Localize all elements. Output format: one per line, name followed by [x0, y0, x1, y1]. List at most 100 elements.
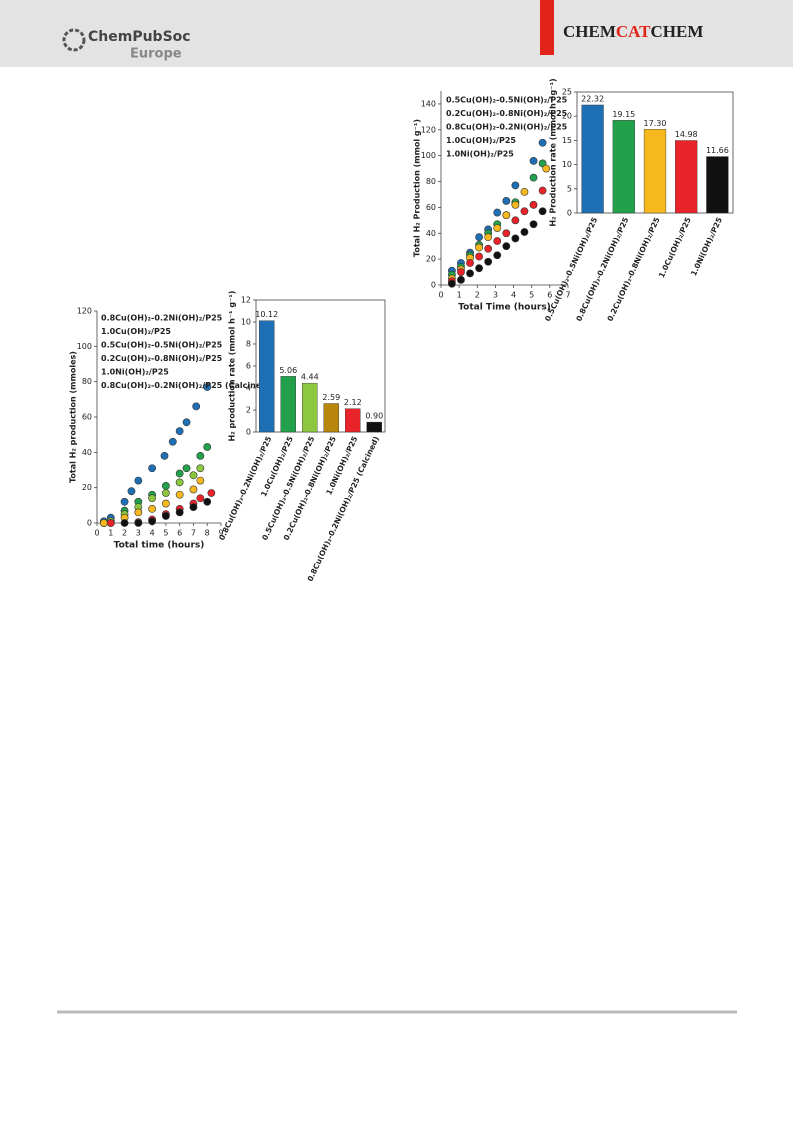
data-point	[175, 508, 184, 517]
data-point	[493, 224, 502, 232]
data-point	[127, 487, 136, 496]
data-point	[189, 471, 198, 480]
data-point	[134, 476, 143, 485]
data-point	[196, 464, 205, 473]
data-point	[175, 478, 184, 487]
data-point	[182, 464, 191, 473]
data-point	[538, 186, 547, 195]
y-axis-title: Total H₂ production (mmoles)	[69, 351, 78, 483]
header-band	[0, 0, 793, 67]
data-point	[502, 229, 511, 238]
y-tick-label: 0	[246, 428, 251, 437]
legend-entry: 0.8Cu(OH)₂-0.2Ni(OH)₂/P25 (Calcined)	[101, 381, 271, 390]
data-point	[182, 418, 191, 427]
data-point	[493, 237, 502, 245]
data-point	[134, 508, 143, 517]
data-point	[542, 164, 551, 173]
legend-entry: 0.8Cu(OH)₂-0.2Ni(OH)₂/P25	[101, 314, 223, 323]
bar-value-label: 10.12	[255, 310, 278, 319]
data-point	[203, 443, 212, 451]
data-point	[447, 279, 456, 288]
y-tick-label: 80	[426, 177, 436, 186]
bar	[675, 140, 698, 214]
x-tick-label: 5	[163, 529, 168, 538]
logo-icon	[62, 28, 86, 52]
data-point	[538, 207, 547, 216]
data-point	[520, 228, 529, 236]
x-tick-label: 3	[493, 291, 498, 300]
category-label: 1.0Cu(OH)₂/P25	[657, 216, 693, 279]
bar	[280, 376, 296, 433]
bar	[323, 403, 339, 433]
data-point	[175, 490, 184, 499]
bar	[366, 421, 382, 433]
data-point	[161, 481, 170, 490]
data-point	[529, 173, 538, 182]
data-point	[196, 476, 205, 485]
journal-bar	[540, 0, 554, 55]
data-point	[196, 451, 205, 460]
data-point	[484, 257, 493, 266]
x-tick-label: 6	[177, 529, 182, 538]
y-tick-label: 60	[426, 203, 436, 212]
bar	[612, 120, 635, 214]
x-axis-title: Total Time (hours)	[458, 303, 551, 313]
legend-entry: 0.5Cu(OH)₂-0.5Ni(OH)₂/P25	[101, 341, 223, 350]
legend-entry: 1.0Cu(OH)₂/P25	[101, 327, 171, 336]
data-point	[203, 497, 212, 506]
legend-entry: 1.0Ni(OH)₂/P25	[446, 150, 514, 159]
data-point	[502, 197, 511, 205]
x-tick-label: 2	[475, 291, 480, 300]
x-tick-label: 9	[218, 529, 223, 538]
data-point	[502, 211, 511, 220]
bar	[259, 320, 275, 433]
x-tick-label: 1	[457, 291, 462, 300]
publisher-sub: Europe	[130, 47, 182, 62]
y-tick-label: 60	[82, 413, 92, 422]
data-point	[457, 275, 465, 284]
data-point	[203, 383, 212, 391]
data-point	[493, 208, 502, 217]
legend-entry: 0.8Cu(OH)₂-0.2Ni(OH)₂/P25	[446, 123, 568, 132]
y-tick-label: 2	[246, 406, 251, 415]
data-point	[161, 512, 170, 520]
y-tick-label: 8	[246, 340, 251, 349]
bar	[706, 156, 729, 214]
y-tick-label: 12	[241, 296, 251, 305]
data-point	[168, 437, 177, 446]
data-point	[189, 503, 198, 511]
bar-value-label: 4.44	[301, 373, 319, 382]
y-tick-label: 120	[421, 125, 436, 134]
legend-entry: 1.0Cu(OH)₂/P25	[446, 136, 516, 145]
data-point	[189, 485, 198, 494]
data-point	[175, 427, 184, 436]
y-axis-title: H₂ Production rate (mmol h⁻¹g⁻¹)	[549, 78, 558, 226]
x-tick-label: 5	[529, 291, 534, 300]
category-label: 1.0Ni(OH)₂/P25	[689, 216, 724, 277]
x-tick-label: 0	[94, 529, 99, 538]
y-tick-label: 40	[426, 229, 436, 238]
bar-value-label: 2.12	[344, 398, 362, 407]
data-point	[457, 268, 465, 276]
bar-value-label: 11.66	[706, 146, 729, 155]
bar-value-label: 22.32	[581, 94, 604, 103]
bar	[345, 408, 361, 433]
x-tick-label: 8	[205, 529, 210, 538]
journal-part: CAT	[616, 22, 651, 41]
data-point	[161, 489, 170, 497]
legend-entry: 1.0Ni(OH)₂/P25	[101, 368, 169, 377]
y-tick-label: 25	[562, 88, 572, 97]
data-point	[148, 494, 157, 503]
bar	[643, 129, 667, 214]
y-axis-title: H₂ production rate (mmol h⁻¹ g⁻¹)	[228, 291, 237, 442]
y-tick-label: 10	[241, 318, 251, 327]
legend-entry: 0.5Cu(OH)₂-0.5Ni(OH)₂/P25	[446, 96, 568, 105]
y-axis-title: Total H₂ Production (mmol g⁻¹)	[413, 119, 422, 257]
data-point	[134, 519, 143, 527]
legend-entry: 0.2Cu(OH)₂-0.8Ni(OH)₂/P25	[101, 354, 223, 363]
data-point	[511, 234, 520, 243]
data-point	[511, 200, 520, 209]
y-tick-label: 40	[82, 448, 92, 457]
bar-value-label: 14.98	[675, 130, 698, 139]
